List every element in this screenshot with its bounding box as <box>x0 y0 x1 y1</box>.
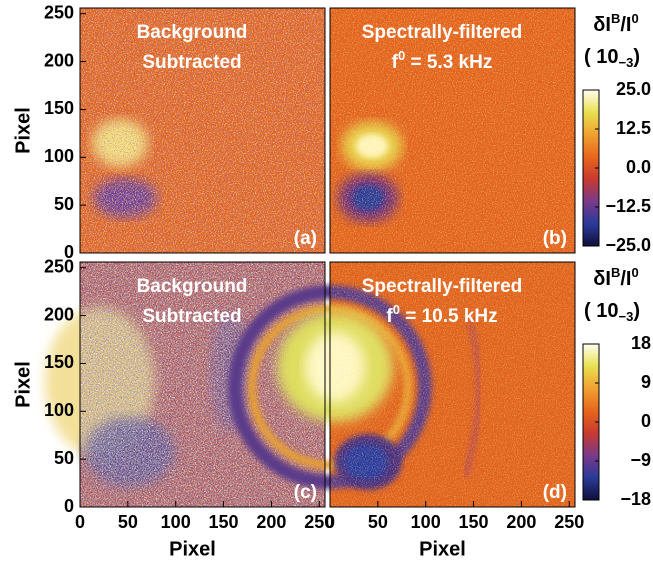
colorbar-tick-label: 25.0 <box>616 79 651 99</box>
colorbar-unit-part: −3 <box>618 55 633 70</box>
panel-title-part: = 10.5 kHz <box>400 306 498 327</box>
colorbar-label-part: B <box>611 265 620 280</box>
x-tick-label: 150 <box>209 512 239 532</box>
x-tick-label: 100 <box>161 512 191 532</box>
colorbar-unit-part: −3 <box>618 309 633 324</box>
colorbar-tick-label: −12.5 <box>605 196 651 216</box>
heatmap-image <box>80 8 325 253</box>
heatmap-image <box>330 8 575 253</box>
colorbar-label-part: /I <box>620 268 631 290</box>
colorbar-label-part: δI <box>593 268 611 290</box>
colorbar-label-part: 0 <box>631 11 638 26</box>
x-tick-label: 200 <box>256 512 286 532</box>
x-tick-label: 150 <box>459 512 489 532</box>
colorbar-label-part: /I <box>620 14 631 36</box>
panel-title: Background <box>137 22 248 43</box>
panel-title: Spectrally-filtered <box>362 276 523 297</box>
colorbar-label-part: B <box>611 11 620 26</box>
colorbar-unit-part: ( 10 <box>584 46 618 68</box>
panel-title-part: f <box>392 52 399 73</box>
y-tick-label: 200 <box>44 50 74 70</box>
y-axis-title: Pixel <box>12 107 34 154</box>
x-tick-label: 100 <box>411 512 441 532</box>
y-tick-label: 250 <box>44 256 74 276</box>
panel-title: f0 = 5.3 kHz <box>392 48 493 73</box>
colorbar-tick-label: −25.0 <box>605 235 651 255</box>
y-tick-label: 50 <box>54 194 74 214</box>
colorbar-unit-part: ) <box>633 300 640 322</box>
colorbar-label-part: δI <box>593 14 611 36</box>
colorbar-label: δIB/I0 <box>593 265 638 290</box>
y-tick-label: 100 <box>44 400 74 420</box>
colorbar-unit-part: ( 10 <box>584 300 618 322</box>
x-axis-title: Pixel <box>169 538 216 560</box>
y-tick-label: 50 <box>54 448 74 468</box>
x-tick-label: 50 <box>118 512 138 532</box>
panel-title: Subtracted <box>142 306 241 327</box>
panel-title: Background <box>137 276 248 297</box>
y-tick-label: 100 <box>44 146 74 166</box>
x-tick-label: 200 <box>506 512 536 532</box>
panel-title: f0 = 10.5 kHz <box>386 302 497 327</box>
plot-frame <box>79 7 326 254</box>
colorbar-label: δIB/I0 <box>593 11 638 36</box>
plot-frame <box>79 261 326 508</box>
colorbar-unit: ( 10−3) <box>584 46 640 70</box>
x-axis-title: Pixel <box>419 538 466 560</box>
colorbar-tick-label: 0.0 <box>626 157 651 177</box>
heatmap-image <box>228 262 575 507</box>
panel-label: (c) <box>294 482 317 503</box>
y-tick-label: 0 <box>64 242 74 262</box>
panel-title-part: 0 <box>398 48 405 63</box>
x-tick-label: 0 <box>325 512 335 532</box>
panel-label: (d) <box>543 482 567 503</box>
colorbar-tick-label: 12.5 <box>616 118 651 138</box>
colorbar-tick-label: 9 <box>641 372 651 392</box>
panel-label: (a) <box>294 228 317 249</box>
y-axis-title: Pixel <box>12 361 34 408</box>
y-tick-label: 200 <box>44 304 74 324</box>
colorbar-unit: ( 10−3) <box>584 300 640 324</box>
panel-label: (b) <box>543 228 567 249</box>
colorbar-tick-label: −18 <box>620 489 651 509</box>
plot-frame <box>329 261 576 508</box>
colorbar-tick-label: −9 <box>630 450 651 470</box>
colorbar-unit-part: ) <box>633 46 640 68</box>
panel-title-part: = 5.3 kHz <box>405 52 492 73</box>
colorbar-label-part: 0 <box>631 265 638 280</box>
x-tick-label: 250 <box>304 512 334 532</box>
panel-title: Subtracted <box>142 52 241 73</box>
y-tick-label: 150 <box>44 352 74 372</box>
y-tick-label: 0 <box>64 496 74 516</box>
colorbar-tick-label: 0 <box>641 411 651 431</box>
y-tick-label: 250 <box>44 2 74 22</box>
panel-title: Spectrally-filtered <box>362 22 523 43</box>
panel-title-part: f <box>386 306 393 327</box>
colorbar-tick-label: 18 <box>631 333 651 353</box>
x-tick-label: 0 <box>75 512 85 532</box>
x-tick-label: 50 <box>368 512 388 532</box>
panel-title-part: 0 <box>393 302 400 317</box>
x-tick-label: 250 <box>554 512 584 532</box>
plot-frame <box>329 7 576 254</box>
y-tick-label: 150 <box>44 98 74 118</box>
